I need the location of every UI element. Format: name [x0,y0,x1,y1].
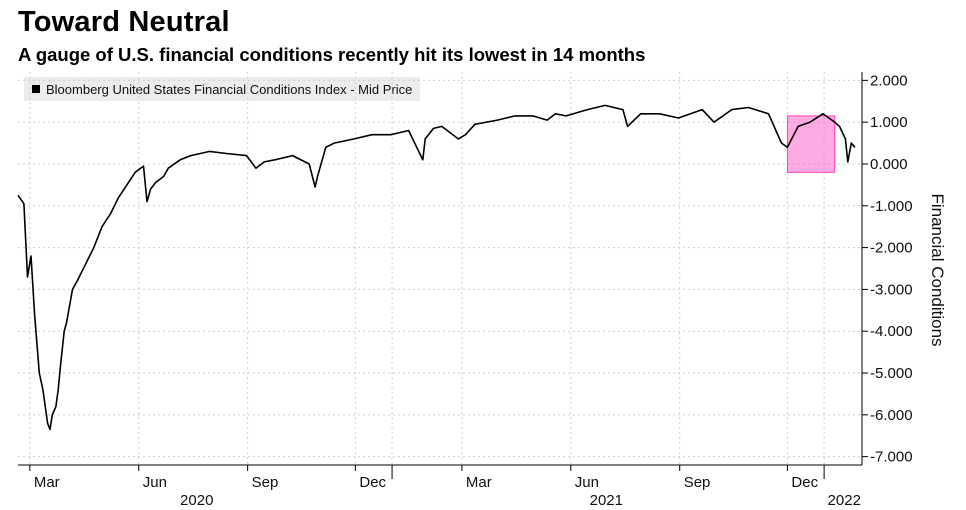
chart-subtitle: A gauge of U.S. financial conditions rec… [18,44,646,65]
x-tick-label: Dec [791,474,818,491]
y-tick-label: -1.000 [870,198,913,215]
legend-label: Bloomberg United States Financial Condit… [46,81,413,97]
x-tick-label: Dec [359,474,386,491]
x-year-label: 2021 [590,492,623,509]
y-tick-label: -6.000 [870,407,913,424]
x-tick-label: Jun [575,474,599,491]
y-tick-label: -5.000 [870,365,913,382]
y-tick-label: -4.000 [870,323,913,340]
x-tick-label: Sep [252,474,279,491]
x-year-label: 2022 [828,492,861,509]
x-tick-label: Mar [466,474,492,491]
x-tick-label: Jun [143,474,167,491]
legend: Bloomberg United States Financial Condit… [24,77,421,101]
chart-title: Toward Neutral [18,6,230,38]
y-tick-label: -2.000 [870,240,913,257]
y-axis-label: Financial Conditions [928,193,947,346]
y-tick-label: 1.000 [870,114,908,131]
series-line [17,104,856,431]
y-tick-label: -7.000 [870,449,913,466]
y-tick-label: 0.000 [870,156,908,173]
y-tick-label: 2.000 [870,72,908,89]
highlight-box [786,115,836,173]
x-tick-label: Sep [684,474,711,491]
legend-swatch [32,85,40,93]
x-tick-label: Mar [34,474,60,491]
y-tick-label: -3.000 [870,281,913,298]
x-year-label: 2020 [180,492,213,509]
